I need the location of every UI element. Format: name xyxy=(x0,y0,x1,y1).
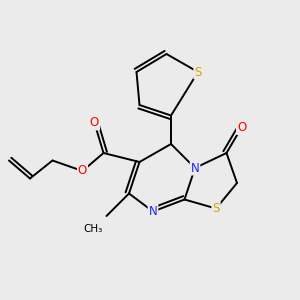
Text: S: S xyxy=(194,65,202,79)
Text: O: O xyxy=(78,164,87,178)
Text: O: O xyxy=(237,121,246,134)
Text: S: S xyxy=(212,202,220,215)
Text: N: N xyxy=(190,161,200,175)
Text: O: O xyxy=(90,116,99,130)
Text: N: N xyxy=(148,205,158,218)
Text: CH₃: CH₃ xyxy=(83,224,103,235)
